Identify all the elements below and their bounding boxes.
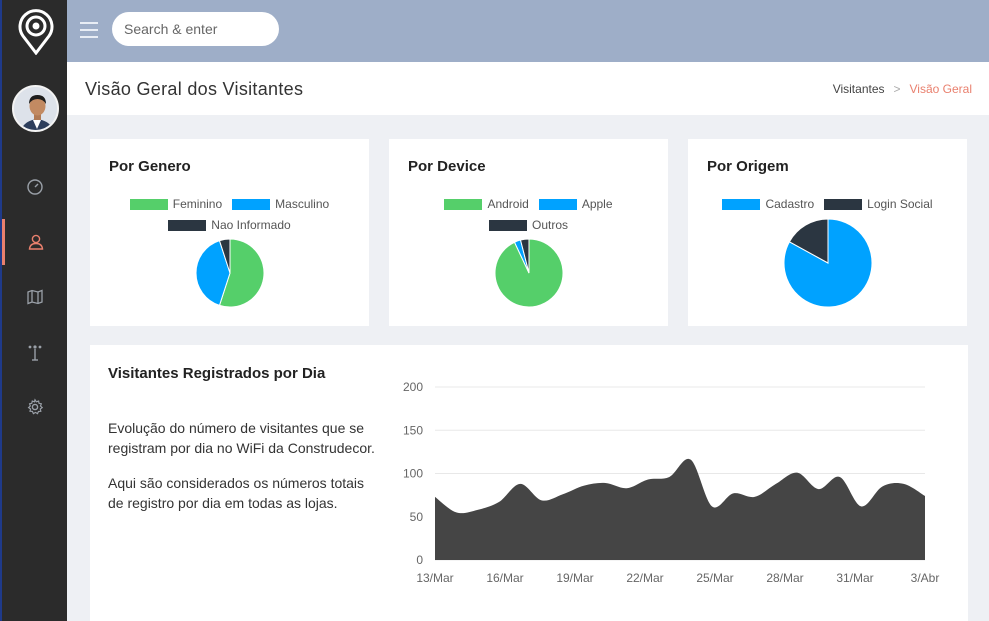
pie-slice[interactable]: [788, 218, 829, 264]
sidebar: [0, 0, 67, 621]
nav-antenna[interactable]: [2, 329, 67, 375]
page-title: Visão Geral dos Visitantes: [85, 79, 304, 99]
pie-chart: [195, 238, 265, 308]
x-tick-label: 22/Mar: [626, 571, 663, 585]
area-series[interactable]: [435, 458, 925, 560]
card-title: Visitantes Registrados por Dia: [108, 365, 326, 382]
topbar: [67, 0, 989, 62]
pie-slice[interactable]: [218, 238, 265, 308]
gear-icon: [27, 398, 43, 415]
avatar[interactable]: [12, 85, 59, 132]
x-tick-label: 16/Mar: [486, 571, 523, 585]
description-paragraph: Aqui são considerados os números totais …: [108, 475, 365, 511]
legend-item[interactable]: Outros: [488, 215, 568, 236]
nav-dashboard[interactable]: [2, 164, 67, 210]
breadcrumb-current: Visão Geral: [909, 82, 972, 96]
legend-item[interactable]: Apple: [538, 194, 613, 215]
x-tick-label: 25/Mar: [696, 571, 733, 585]
x-tick-label: 3/Abr: [911, 571, 940, 585]
card-title: Por Origem: [707, 158, 789, 175]
legend-item[interactable]: Feminino: [129, 194, 222, 215]
nav-visitors[interactable]: [2, 219, 67, 265]
hamburger-menu-icon[interactable]: [80, 22, 98, 38]
x-tick-label: 31/Mar: [836, 571, 873, 585]
pie-chart: [783, 218, 873, 308]
y-tick-label: 100: [403, 467, 423, 481]
legend-item[interactable]: Login Social: [824, 194, 933, 215]
nav-map[interactable]: [2, 274, 67, 320]
legend-item[interactable]: Masculino: [232, 194, 329, 215]
chart-description: Evolução do número de visitantes que se …: [108, 418, 383, 528]
y-tick-label: 200: [403, 380, 423, 394]
pie-chart: [494, 238, 564, 308]
breadcrumb: Visitantes > Visão Geral: [833, 82, 972, 96]
logo-icon[interactable]: [16, 9, 56, 55]
card-por-origem: Por Origem Cadastro Login Social: [688, 139, 967, 326]
dashboard-icon: [26, 179, 43, 195]
y-tick-label: 150: [403, 423, 423, 437]
card-visitantes-por-dia: Visitantes Registrados por Dia Evolução …: [90, 345, 968, 621]
x-tick-label: 28/Mar: [766, 571, 803, 585]
area-chart: 0 50 100 150 200 13/Mar 16/Mar 19/Mar 22/Mar 25/M…: [403, 380, 940, 585]
pie-slice[interactable]: [218, 238, 231, 274]
card-title: Por Device: [408, 158, 486, 175]
y-tick-label: 0: [416, 553, 423, 567]
search-input[interactable]: [112, 12, 279, 46]
pie-slice[interactable]: [783, 218, 873, 308]
chart-legend: Android Apple Outros: [389, 194, 668, 236]
pie-slice[interactable]: [519, 238, 530, 274]
legend-item[interactable]: Nao Informado: [168, 215, 291, 236]
description-paragraph: Evolução do número de visitantes que se …: [108, 420, 375, 456]
nav-settings[interactable]: [2, 384, 67, 430]
user-icon: [28, 234, 44, 250]
breadcrumb-visitantes[interactable]: Visitantes: [832, 82, 885, 96]
pie-slice[interactable]: [195, 240, 231, 306]
y-tick-label: 50: [410, 510, 424, 524]
x-tick-label: 19/Mar: [556, 571, 593, 585]
chevron-right-icon: >: [893, 82, 901, 96]
page-header: Visão Geral dos Visitantes Visitantes > Vi…: [67, 62, 989, 115]
map-icon: [26, 289, 43, 305]
card-por-device: Por Device Android Apple Outros: [389, 139, 668, 326]
card-title: Por Genero: [109, 158, 191, 175]
chart-legend: Feminino Masculino Nao Informado: [90, 194, 369, 236]
legend-item[interactable]: Cadastro: [722, 194, 814, 215]
chart-legend: Cadastro Login Social: [688, 194, 967, 215]
x-tick-label: 13/Mar: [416, 571, 453, 585]
card-por-genero: Por Genero Feminino Masculino Nao Inform…: [90, 139, 369, 326]
antenna-icon: [28, 345, 41, 361]
legend-item[interactable]: Android: [444, 194, 529, 215]
